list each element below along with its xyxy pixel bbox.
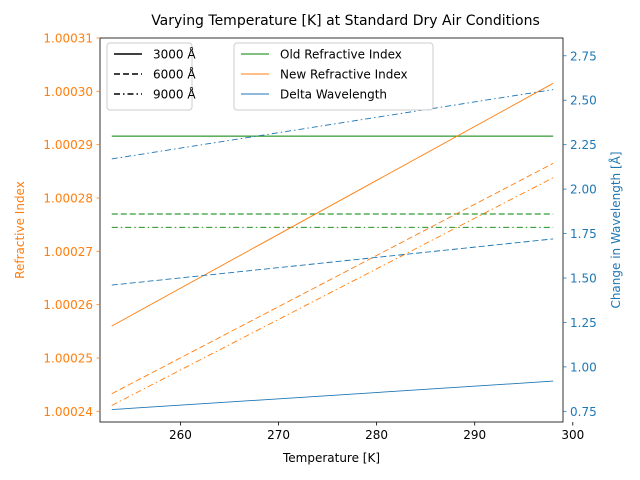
x-tick-label: 260 xyxy=(169,428,192,442)
legend-box xyxy=(233,42,434,111)
left-y-tick-label: 1.00024 xyxy=(43,405,93,419)
series-line-7 xyxy=(111,238,554,286)
right-y-tick-label: 1.50 xyxy=(570,272,597,286)
left-y-axis: 1.00024 1.00025 1.00026 1.00027 1.00028 1.000… xyxy=(43,32,100,419)
right-y-tick-label: 1.00 xyxy=(570,360,597,374)
legend-series-colors: Old Refractive Index New Refractive Index… xyxy=(233,42,434,111)
left-y-tick-label: 1.00028 xyxy=(43,192,93,206)
legend-label: 3000 Å xyxy=(153,47,196,62)
x-axis: 260 270 280 290 300 xyxy=(169,422,584,442)
left-y-axis-label: Refractive Index xyxy=(13,181,27,279)
legend-label: Delta Wavelength xyxy=(280,88,387,102)
plot-frame xyxy=(99,37,564,423)
right-y-tick-label: 1.75 xyxy=(570,227,597,241)
left-y-tick-label: 1.00031 xyxy=(43,32,93,46)
series-line-4 xyxy=(111,162,554,395)
right-y-tick-label: 1.25 xyxy=(570,316,597,330)
legend-label: 9000 Å xyxy=(153,87,196,102)
legend-line-styles: 3000 Å 6000 Å 9000 Å xyxy=(106,42,196,111)
right-y-axis-label: Change in Wavelength [Å] xyxy=(608,151,623,308)
left-y-tick-label: 1.00029 xyxy=(43,138,93,152)
right-y-tick-label: 0.75 xyxy=(570,405,597,419)
left-y-tick-label: 1.00030 xyxy=(43,85,93,99)
x-axis-label: Temperature [K] xyxy=(282,451,380,465)
series-line-3 xyxy=(111,82,554,327)
x-tick-label: 280 xyxy=(365,428,388,442)
plot-lines xyxy=(111,82,554,411)
legend-label: New Refractive Index xyxy=(280,68,408,82)
legend-label: 6000 Å xyxy=(153,67,196,82)
series-line-6 xyxy=(111,380,554,411)
left-y-tick-label: 1.00027 xyxy=(43,245,93,259)
legend-label: Old Refractive Index xyxy=(280,48,402,62)
right-y-tick-label: 2.50 xyxy=(570,94,597,108)
x-tick-label: 290 xyxy=(463,428,486,442)
right-y-tick-label: 2.00 xyxy=(570,183,597,197)
left-y-tick-label: 1.00026 xyxy=(43,298,93,312)
x-tick-label: 270 xyxy=(267,428,290,442)
left-y-tick-label: 1.00025 xyxy=(43,352,93,366)
right-y-tick-label: 2.75 xyxy=(570,49,597,63)
series-line-5 xyxy=(111,177,554,406)
right-y-axis: 0.75 1.00 1.25 1.50 1.75 2.00 2.25 2.50 2.75 xyxy=(563,49,597,419)
right-y-tick-label: 2.25 xyxy=(570,138,597,152)
x-tick-label: 300 xyxy=(561,428,584,442)
chart-title: Varying Temperature [K] at Standard Dry … xyxy=(151,13,540,29)
